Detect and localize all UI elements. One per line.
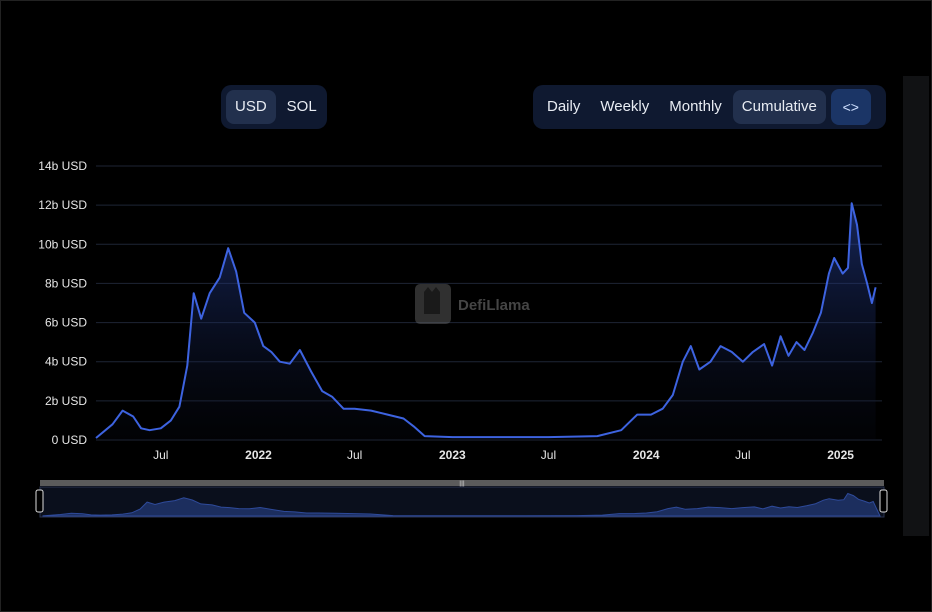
- llama-logo-icon: [415, 284, 451, 324]
- brush-grip-icon[interactable]: |||: [459, 481, 465, 488]
- currency-toggle: USD SOL: [221, 85, 327, 129]
- period-toggle: Daily Weekly Monthly Cumulative <>: [533, 85, 886, 129]
- series-line: [95, 202, 877, 439]
- y-axis-ticks: 0 USD 2b USD 4b USD 6b USD 8b USD 10b USD 12b …: [38, 159, 87, 447]
- x-tick-label: Jul: [541, 448, 556, 462]
- y-tick-label: 2b USD: [45, 394, 87, 408]
- x-tick-label: 2025: [827, 448, 854, 462]
- period-cumulative-button[interactable]: Cumulative: [732, 90, 826, 124]
- x-tick-label: Jul: [347, 448, 362, 462]
- x-tick-label: 2023: [439, 448, 466, 462]
- period-monthly-button[interactable]: Monthly: [669, 98, 722, 115]
- y-tick-label: 14b USD: [38, 159, 87, 173]
- period-weekly-button[interactable]: Weekly: [600, 98, 650, 115]
- y-tick-label: 4b USD: [45, 355, 87, 369]
- y-tick-label: 6b USD: [45, 316, 87, 330]
- x-tick-label: Jul: [735, 448, 750, 462]
- watermark-text: DefiLlama: [458, 297, 530, 314]
- x-axis-ticks: Jul 2022 Jul 2023 Jul 2024 Jul 2025: [153, 448, 854, 462]
- period-daily-button[interactable]: Daily: [547, 98, 581, 115]
- currency-sol-button[interactable]: SOL: [286, 98, 317, 115]
- brush-left-handle[interactable]: [35, 489, 44, 513]
- side-scroll-track[interactable]: [903, 76, 929, 536]
- x-tick-label: 2022: [245, 448, 272, 462]
- llama-head-icon: [424, 287, 440, 314]
- y-tick-label: 8b USD: [45, 276, 87, 290]
- series-area: [96, 203, 876, 440]
- code-icon: <>: [842, 99, 859, 115]
- x-tick-label: 2024: [633, 448, 660, 462]
- currency-usd-button[interactable]: USD: [226, 90, 276, 124]
- brush-right-handle[interactable]: [879, 489, 888, 513]
- range-brush[interactable]: |||: [35, 480, 888, 518]
- brush-mini-series: [42, 492, 881, 517]
- y-tick-label: 10b USD: [38, 237, 87, 251]
- y-tick-label: 12b USD: [38, 198, 87, 212]
- defillama-watermark: DefiLlama: [415, 284, 530, 324]
- chart-panel: [6, 76, 902, 536]
- embed-code-button[interactable]: <>: [830, 89, 871, 125]
- y-tick-label: 0 USD: [52, 433, 88, 447]
- brush-top-bar[interactable]: [40, 480, 884, 486]
- x-tick-label: Jul: [153, 448, 168, 462]
